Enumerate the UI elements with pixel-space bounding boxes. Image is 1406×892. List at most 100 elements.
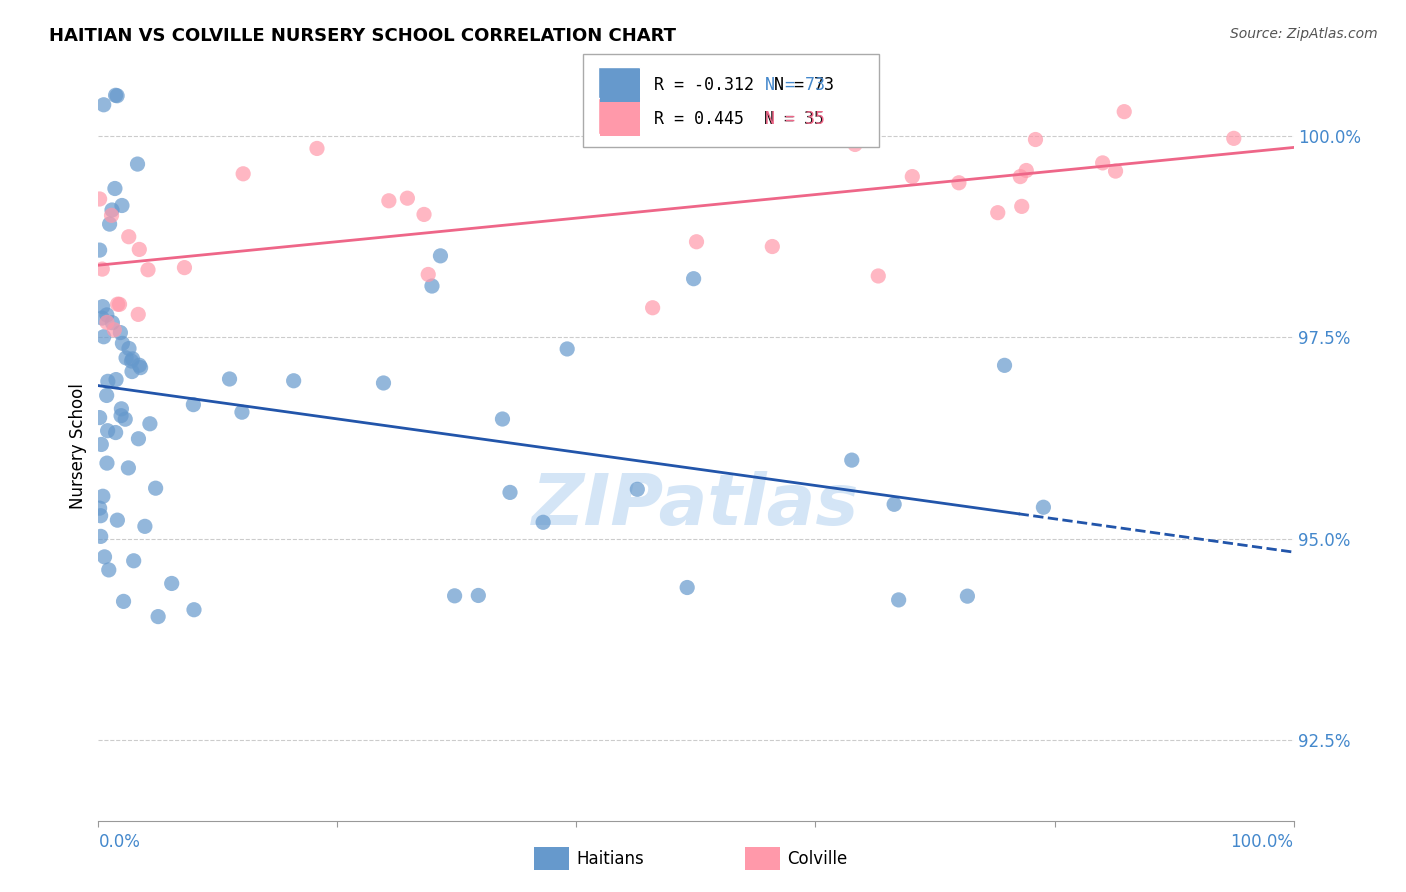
Haitians	[145, 481, 167, 495]
Colville	[1015, 163, 1038, 178]
Haitians	[98, 217, 121, 231]
Colville	[1010, 169, 1032, 184]
Colville	[232, 167, 254, 181]
Haitians	[97, 563, 120, 577]
Haitians	[956, 589, 979, 603]
Colville	[396, 191, 419, 205]
Haitians	[104, 88, 127, 103]
Haitians	[111, 336, 134, 351]
Colville	[844, 137, 866, 152]
Haitians	[89, 243, 111, 257]
Haitians	[117, 461, 139, 475]
Haitians	[90, 437, 112, 451]
Haitians	[105, 88, 128, 103]
Haitians	[91, 489, 114, 503]
Haitians	[110, 409, 132, 423]
Text: N = 73: N = 73	[745, 76, 825, 94]
Haitians	[111, 198, 134, 212]
Haitians	[97, 424, 120, 438]
Haitians	[146, 609, 169, 624]
Haitians	[101, 316, 124, 330]
Haitians	[531, 516, 554, 530]
Colville	[127, 307, 149, 321]
Colville	[1024, 132, 1046, 146]
Haitians	[104, 425, 127, 440]
Haitians	[97, 375, 120, 389]
Haitians	[283, 374, 305, 388]
Text: R = -0.312  N = 73: R = -0.312 N = 73	[654, 76, 834, 94]
Text: Haitians: Haitians	[576, 850, 644, 868]
Haitians	[499, 485, 522, 500]
Haitians	[105, 373, 128, 387]
Haitians	[420, 279, 443, 293]
Haitians	[682, 271, 704, 285]
Haitians	[90, 508, 112, 523]
Haitians	[112, 594, 135, 608]
Haitians	[183, 603, 205, 617]
Colville	[89, 192, 111, 206]
Colville	[103, 323, 125, 337]
Haitians	[90, 529, 112, 543]
Haitians	[373, 376, 395, 390]
Haitians	[105, 513, 128, 527]
Colville	[948, 176, 970, 190]
Haitians	[139, 417, 162, 431]
Colville	[136, 262, 159, 277]
Colville	[305, 141, 328, 155]
Colville	[413, 207, 436, 221]
Haitians	[96, 308, 118, 322]
Colville	[91, 262, 114, 277]
Colville	[378, 194, 401, 208]
Colville	[418, 268, 440, 282]
Haitians	[89, 501, 111, 516]
Colville	[1011, 199, 1033, 213]
Colville	[1223, 131, 1246, 145]
Haitians	[555, 342, 578, 356]
Haitians	[101, 202, 124, 217]
Haitians	[993, 359, 1015, 373]
Text: N = 35: N = 35	[745, 110, 825, 128]
Colville	[761, 239, 783, 253]
Haitians	[120, 354, 142, 368]
Haitians	[1032, 500, 1054, 515]
Haitians	[160, 576, 183, 591]
Haitians	[883, 497, 905, 511]
Colville	[173, 260, 195, 275]
Text: HAITIAN VS COLVILLE NURSERY SCHOOL CORRELATION CHART: HAITIAN VS COLVILLE NURSERY SCHOOL CORRE…	[49, 27, 676, 45]
Text: 100.0%: 100.0%	[1230, 833, 1294, 851]
Haitians	[93, 330, 115, 344]
Haitians	[118, 342, 141, 356]
Colville	[868, 268, 890, 283]
Haitians	[626, 483, 648, 497]
Colville	[901, 169, 924, 184]
Haitians	[183, 398, 205, 412]
Haitians	[122, 554, 145, 568]
Colville	[107, 297, 129, 311]
Colville	[118, 229, 141, 244]
Haitians	[121, 351, 143, 366]
Haitians	[218, 372, 240, 386]
Haitians	[110, 401, 132, 416]
Colville	[1091, 156, 1114, 170]
Haitians	[110, 326, 132, 340]
Haitians	[121, 365, 143, 379]
Colville	[685, 235, 707, 249]
Colville	[641, 301, 664, 315]
Colville	[96, 315, 118, 329]
Haitians	[128, 358, 150, 372]
Haitians	[127, 432, 149, 446]
Haitians	[96, 388, 118, 402]
Haitians	[96, 456, 118, 470]
Haitians	[89, 410, 111, 425]
Y-axis label: Nursery School: Nursery School	[69, 383, 87, 509]
Haitians	[91, 300, 114, 314]
Haitians	[129, 360, 152, 375]
Haitians	[231, 405, 253, 419]
Colville	[100, 208, 122, 222]
Haitians	[134, 519, 156, 533]
Haitians	[429, 249, 451, 263]
Colville	[128, 243, 150, 257]
Text: ZIPatlas: ZIPatlas	[533, 472, 859, 541]
Haitians	[443, 589, 465, 603]
Haitians	[467, 589, 489, 603]
